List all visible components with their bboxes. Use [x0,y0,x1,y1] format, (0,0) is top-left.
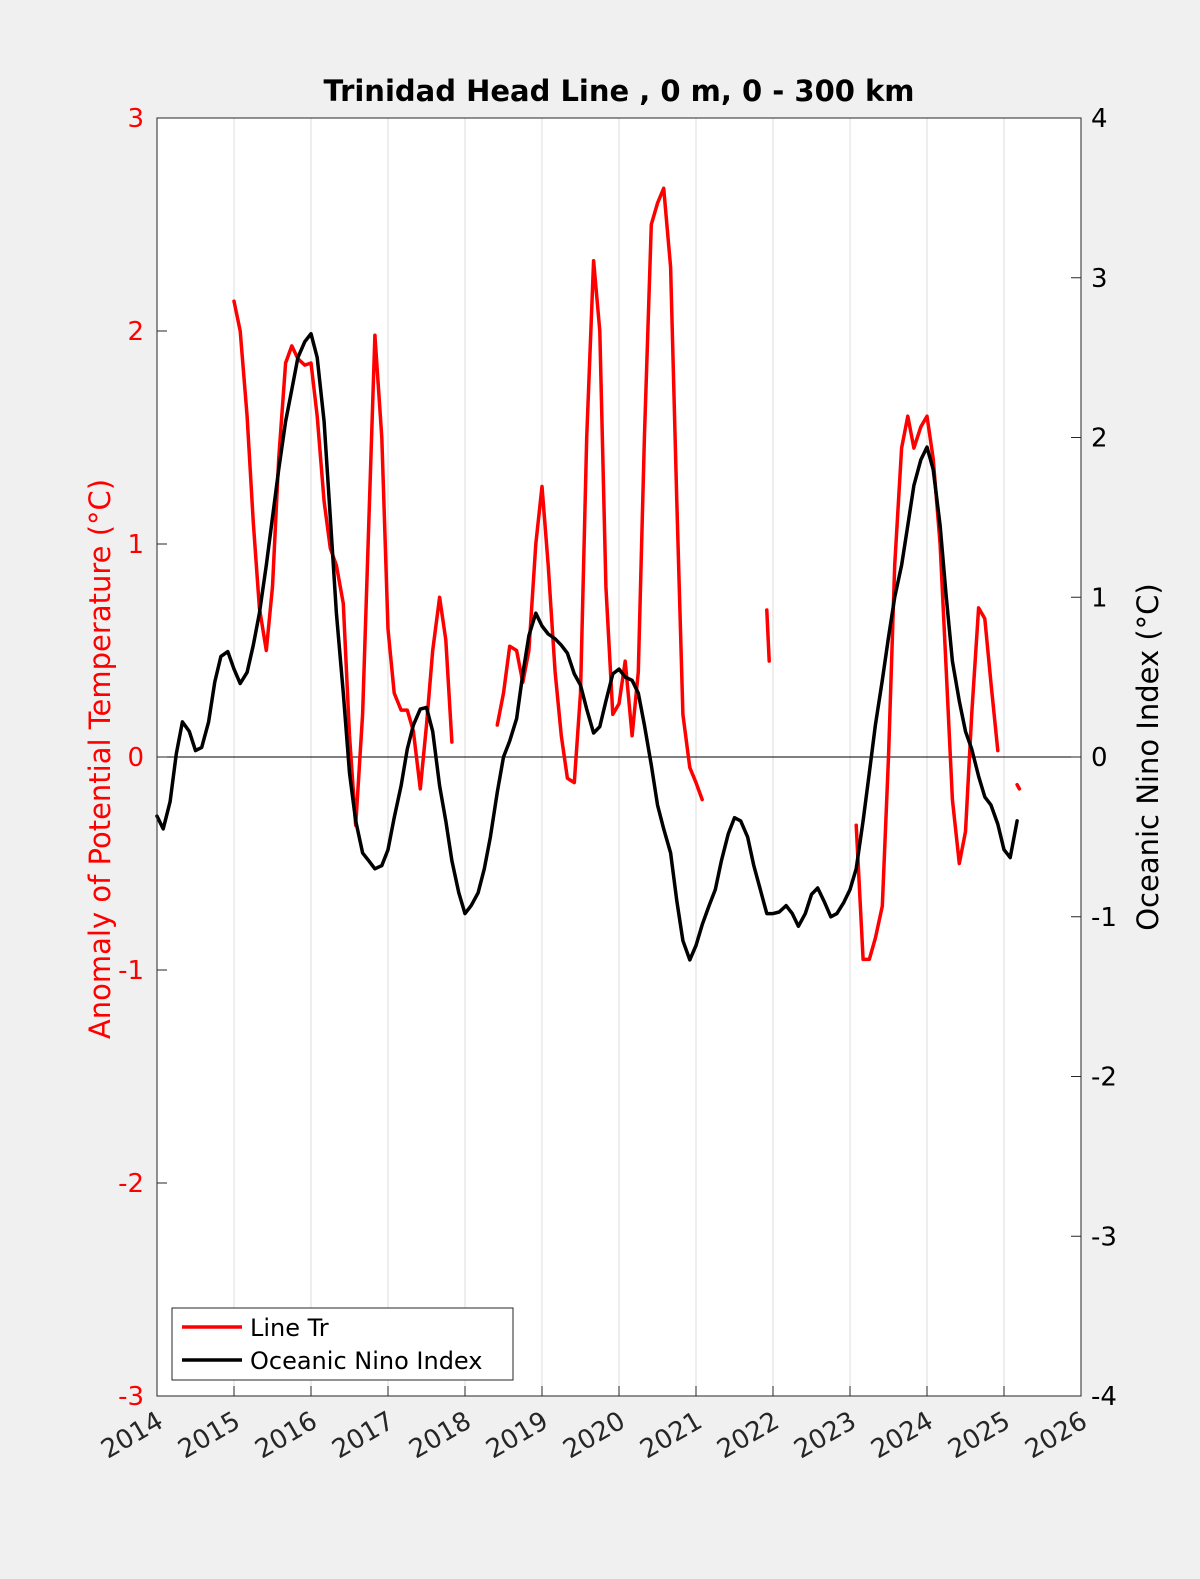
series-line-tr-segment [1015,782,1022,791]
series-line-tr-segment [765,608,771,663]
left-y-tick-label: 0 [127,743,144,773]
series-line-tr-segment [232,299,454,827]
series-line-tr-segment [495,186,704,802]
left-axis-label: Anomaly of Potential Temperature (°C) [83,479,117,1039]
left-y-tick-label: 3 [127,104,144,134]
right-y-tick-label: -3 [1091,1222,1117,1252]
right-y-tick-label: 1 [1091,583,1108,613]
series-layer [155,186,1022,962]
left-y-tick-label: 2 [127,317,144,347]
legend-box [171,1307,514,1381]
chart-title: Trinidad Head Line , 0 m, 0 - 300 km [323,74,914,108]
legend: Line Tr Oceanic Nino Index [171,1307,514,1381]
right-y-tick-label: 3 [1091,264,1108,294]
left-y-tick-label: -1 [118,956,144,986]
series-oni-segment [155,331,1019,962]
right-y-tick-label: -4 [1091,1382,1117,1412]
series-line-tr-segment [854,414,1000,962]
legend-label-oni: Oceanic Nino Index [250,1347,482,1375]
right-y-tick-label: -2 [1091,1063,1117,1093]
right-y-tick-label: 4 [1091,104,1108,134]
left-y-tick-label: -3 [118,1382,144,1412]
left-y-tick-label: -2 [118,1169,144,1199]
legend-label-line-tr: Line Tr [250,1314,329,1342]
right-y-tick-label: 2 [1091,424,1108,454]
right-y-tick-label: 0 [1091,743,1108,773]
right-axis-label: Oceanic Nino Index (°C) [1131,583,1165,931]
left-y-tick-label: 1 [127,530,144,560]
right-y-tick-label: -1 [1091,903,1117,933]
